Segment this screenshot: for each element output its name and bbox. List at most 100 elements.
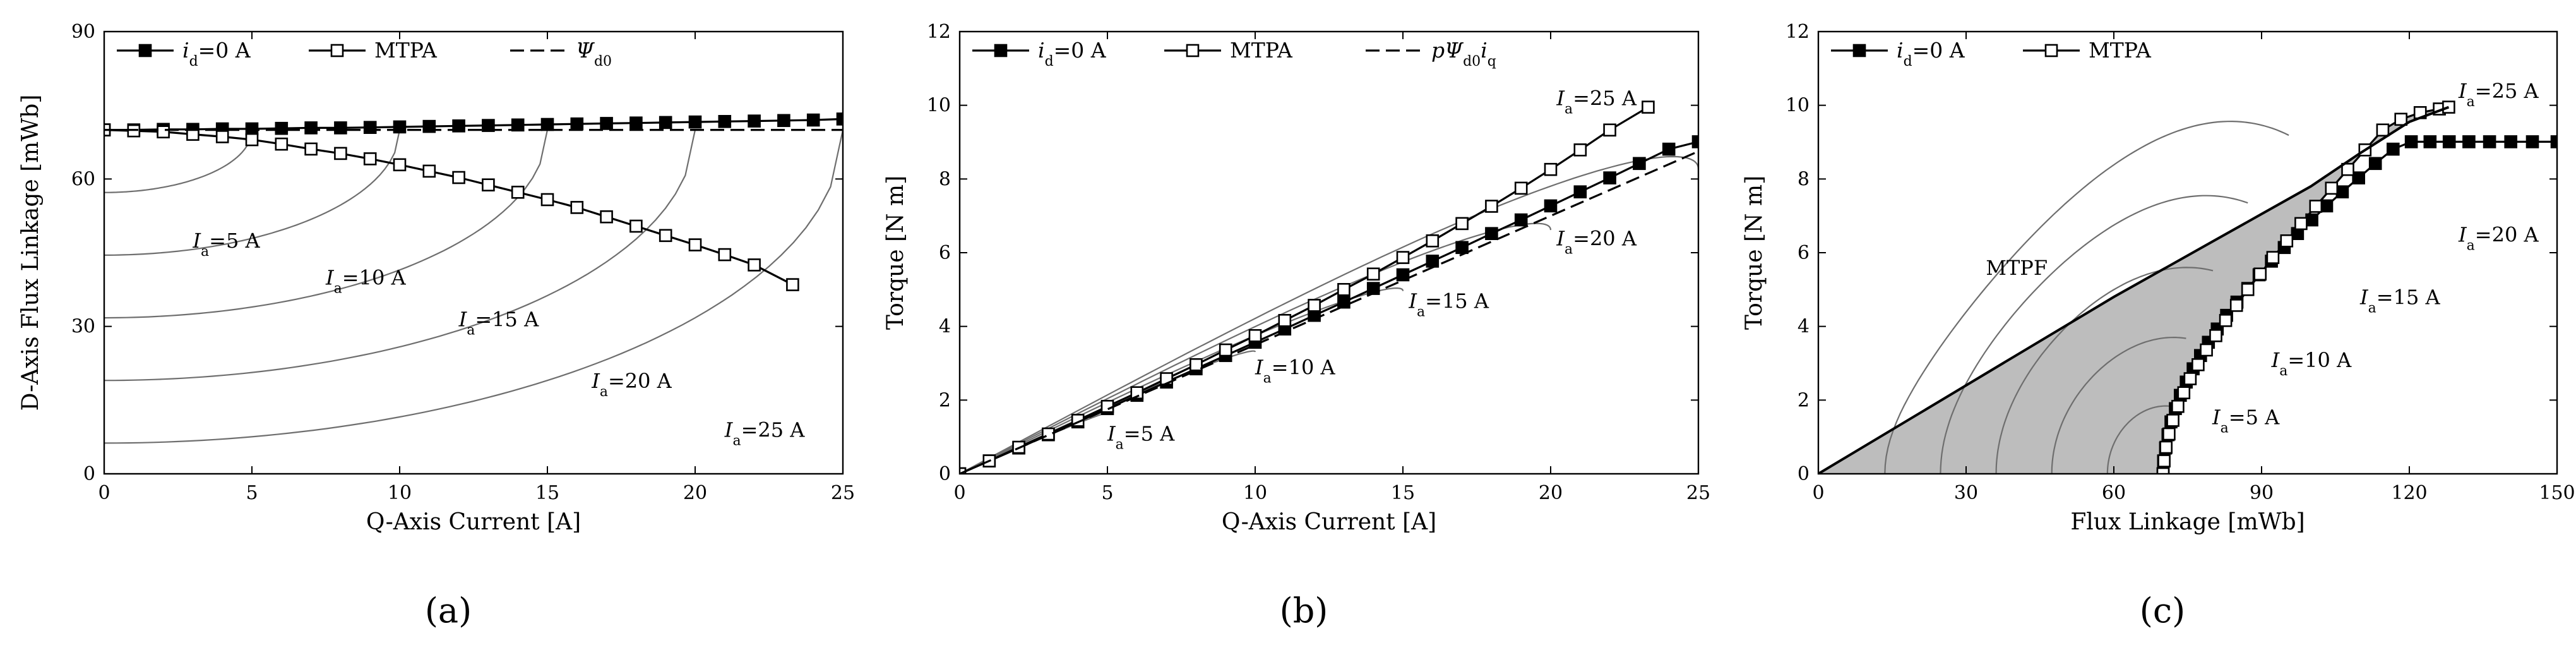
data-point-mtpa <box>422 164 436 178</box>
legend-label: id=0 A <box>182 38 251 69</box>
y-axis-label: D-Axis Flux Linkage [mWb] <box>18 95 44 411</box>
panel-label: (a) <box>425 591 472 630</box>
y-tick-label: 0 <box>83 463 95 485</box>
contour-label-20A: Ia=20 A <box>1556 226 1637 257</box>
data-point-mtpa <box>659 229 672 243</box>
data-point-id0 <box>1544 199 1558 213</box>
data-point-mtpa <box>304 142 318 156</box>
data-point-mtpa <box>1455 217 1469 231</box>
data-point-mtpa <box>786 278 799 291</box>
data-point-id0 <box>2462 135 2476 148</box>
series-line-mtpa <box>104 129 794 286</box>
legend-label: pΨd0iq <box>1431 38 1496 69</box>
y-tick-label: 4 <box>939 316 951 338</box>
data-point-id0 <box>1573 185 1587 199</box>
legend-label: id=0 A <box>1038 38 1107 69</box>
data-point-id0 <box>2504 135 2517 148</box>
data-point-id0 <box>2335 185 2349 199</box>
data-point-mtpa <box>1130 386 1144 400</box>
data-point-id0 <box>1691 135 1698 148</box>
data-point-mtpa <box>1544 162 1558 176</box>
data-point-id0 <box>600 117 613 130</box>
x-tick-label: 0 <box>953 482 965 504</box>
y-tick-label: 4 <box>1798 316 1810 338</box>
contour-label-25A: Ia=25 A <box>1556 87 1637 118</box>
x-tick-label: 0 <box>98 482 110 504</box>
data-point-id0 <box>1485 227 1498 241</box>
plot-frame <box>103 30 844 475</box>
data-point-mtpa <box>688 238 702 251</box>
y-tick-label: 12 <box>927 21 951 43</box>
current-contour-20A <box>104 130 696 382</box>
data-point-id0 <box>1337 295 1351 309</box>
x-tick-label: 10 <box>1243 482 1267 504</box>
legend-entry: MTPA <box>1164 38 1293 63</box>
legend-marker <box>1186 44 1200 57</box>
data-point-mtpa <box>748 258 761 272</box>
data-point-id0 <box>777 114 790 128</box>
y-tick-label: 30 <box>71 316 95 338</box>
data-point-mtpa <box>2241 282 2255 296</box>
data-point-mtpa <box>629 219 643 233</box>
contour-label-10A: Ia=10 A <box>1255 356 1335 387</box>
data-point-mtpa <box>1278 313 1292 327</box>
data-point-id0 <box>659 116 672 130</box>
series-line-pPsiIq <box>960 150 1698 474</box>
data-point-id0 <box>2550 135 2557 148</box>
data-point-mtpa <box>2171 399 2185 413</box>
data-point-id0 <box>2525 135 2539 148</box>
data-point-id0 <box>1426 255 1440 268</box>
legend-label: MTPA <box>2089 38 2152 63</box>
panel-c-torque-vs-flux: 0 30 60 90 120 150 0 2 4 6 8 10 12 Flux Linkage [mWb]… <box>1741 21 2575 630</box>
current-contour-10A <box>2051 337 2186 474</box>
data-point-id0 <box>1455 241 1469 255</box>
contour-label-20A: Ia=20 A <box>2458 223 2539 254</box>
contour-label-5A: Ia=5 A <box>2212 405 2280 436</box>
x-tick-label: 120 <box>2391 482 2427 504</box>
x-tick-label: 5 <box>1101 482 1113 504</box>
data-point-mtpa <box>2200 343 2213 357</box>
data-point-id0 <box>334 121 347 135</box>
data-point-mtpa <box>1308 299 1321 312</box>
data-point-mtpa <box>540 193 554 207</box>
data-point-mtpa <box>2253 267 2267 281</box>
mtpf-label: MTPF <box>1986 256 2048 280</box>
panel-label: (c) <box>2140 591 2185 630</box>
contour-label-15A: Ia=15 A <box>458 308 539 339</box>
legend-entry: pΨd0iq <box>1366 38 1496 69</box>
data-point-mtpa <box>186 128 200 141</box>
data-point-mtpa <box>2162 427 2176 441</box>
y-tick-label: 10 <box>1786 95 1810 117</box>
data-point-mtpa <box>452 171 465 184</box>
data-point-id0 <box>2387 142 2400 156</box>
legend-label: id=0 A <box>1897 38 1965 69</box>
legend-marker <box>1852 44 1866 57</box>
contour-label-25A: Ia=25 A <box>724 418 805 449</box>
data-point-id0 <box>2442 135 2456 148</box>
data-point-mtpa <box>2325 181 2339 195</box>
data-point-id0 <box>2423 135 2437 148</box>
legend-entry: id=0 A <box>1831 38 1965 69</box>
data-point-id0 <box>1514 213 1528 227</box>
data-point-mtpa <box>1042 427 1055 441</box>
data-point-id0 <box>363 121 377 134</box>
y-tick-label: 12 <box>1786 21 1810 43</box>
data-point-mtpa <box>2394 112 2407 126</box>
y-axis-label: Torque [N m] <box>1741 176 1767 330</box>
current-contour-25A <box>1884 120 2289 474</box>
data-point-id0 <box>1396 268 1410 282</box>
x-tick-label: 30 <box>1954 482 1978 504</box>
data-point-mtpa <box>482 178 495 192</box>
data-point-mtpa <box>1219 343 1232 357</box>
contour-label-10A: Ia=10 A <box>2271 348 2352 379</box>
plot-area <box>1818 100 2557 474</box>
data-point-id0 <box>304 121 318 135</box>
contour-label-20A: Ia=20 A <box>591 369 672 400</box>
data-point-mtpa <box>393 158 407 172</box>
data-point-mtpa <box>511 185 525 199</box>
current-contour-5A <box>2106 405 2169 474</box>
contour-label-5A: Ia=5 A <box>192 229 260 260</box>
y-tick-label: 2 <box>939 389 951 411</box>
y-tick-label: 0 <box>1798 463 1810 485</box>
